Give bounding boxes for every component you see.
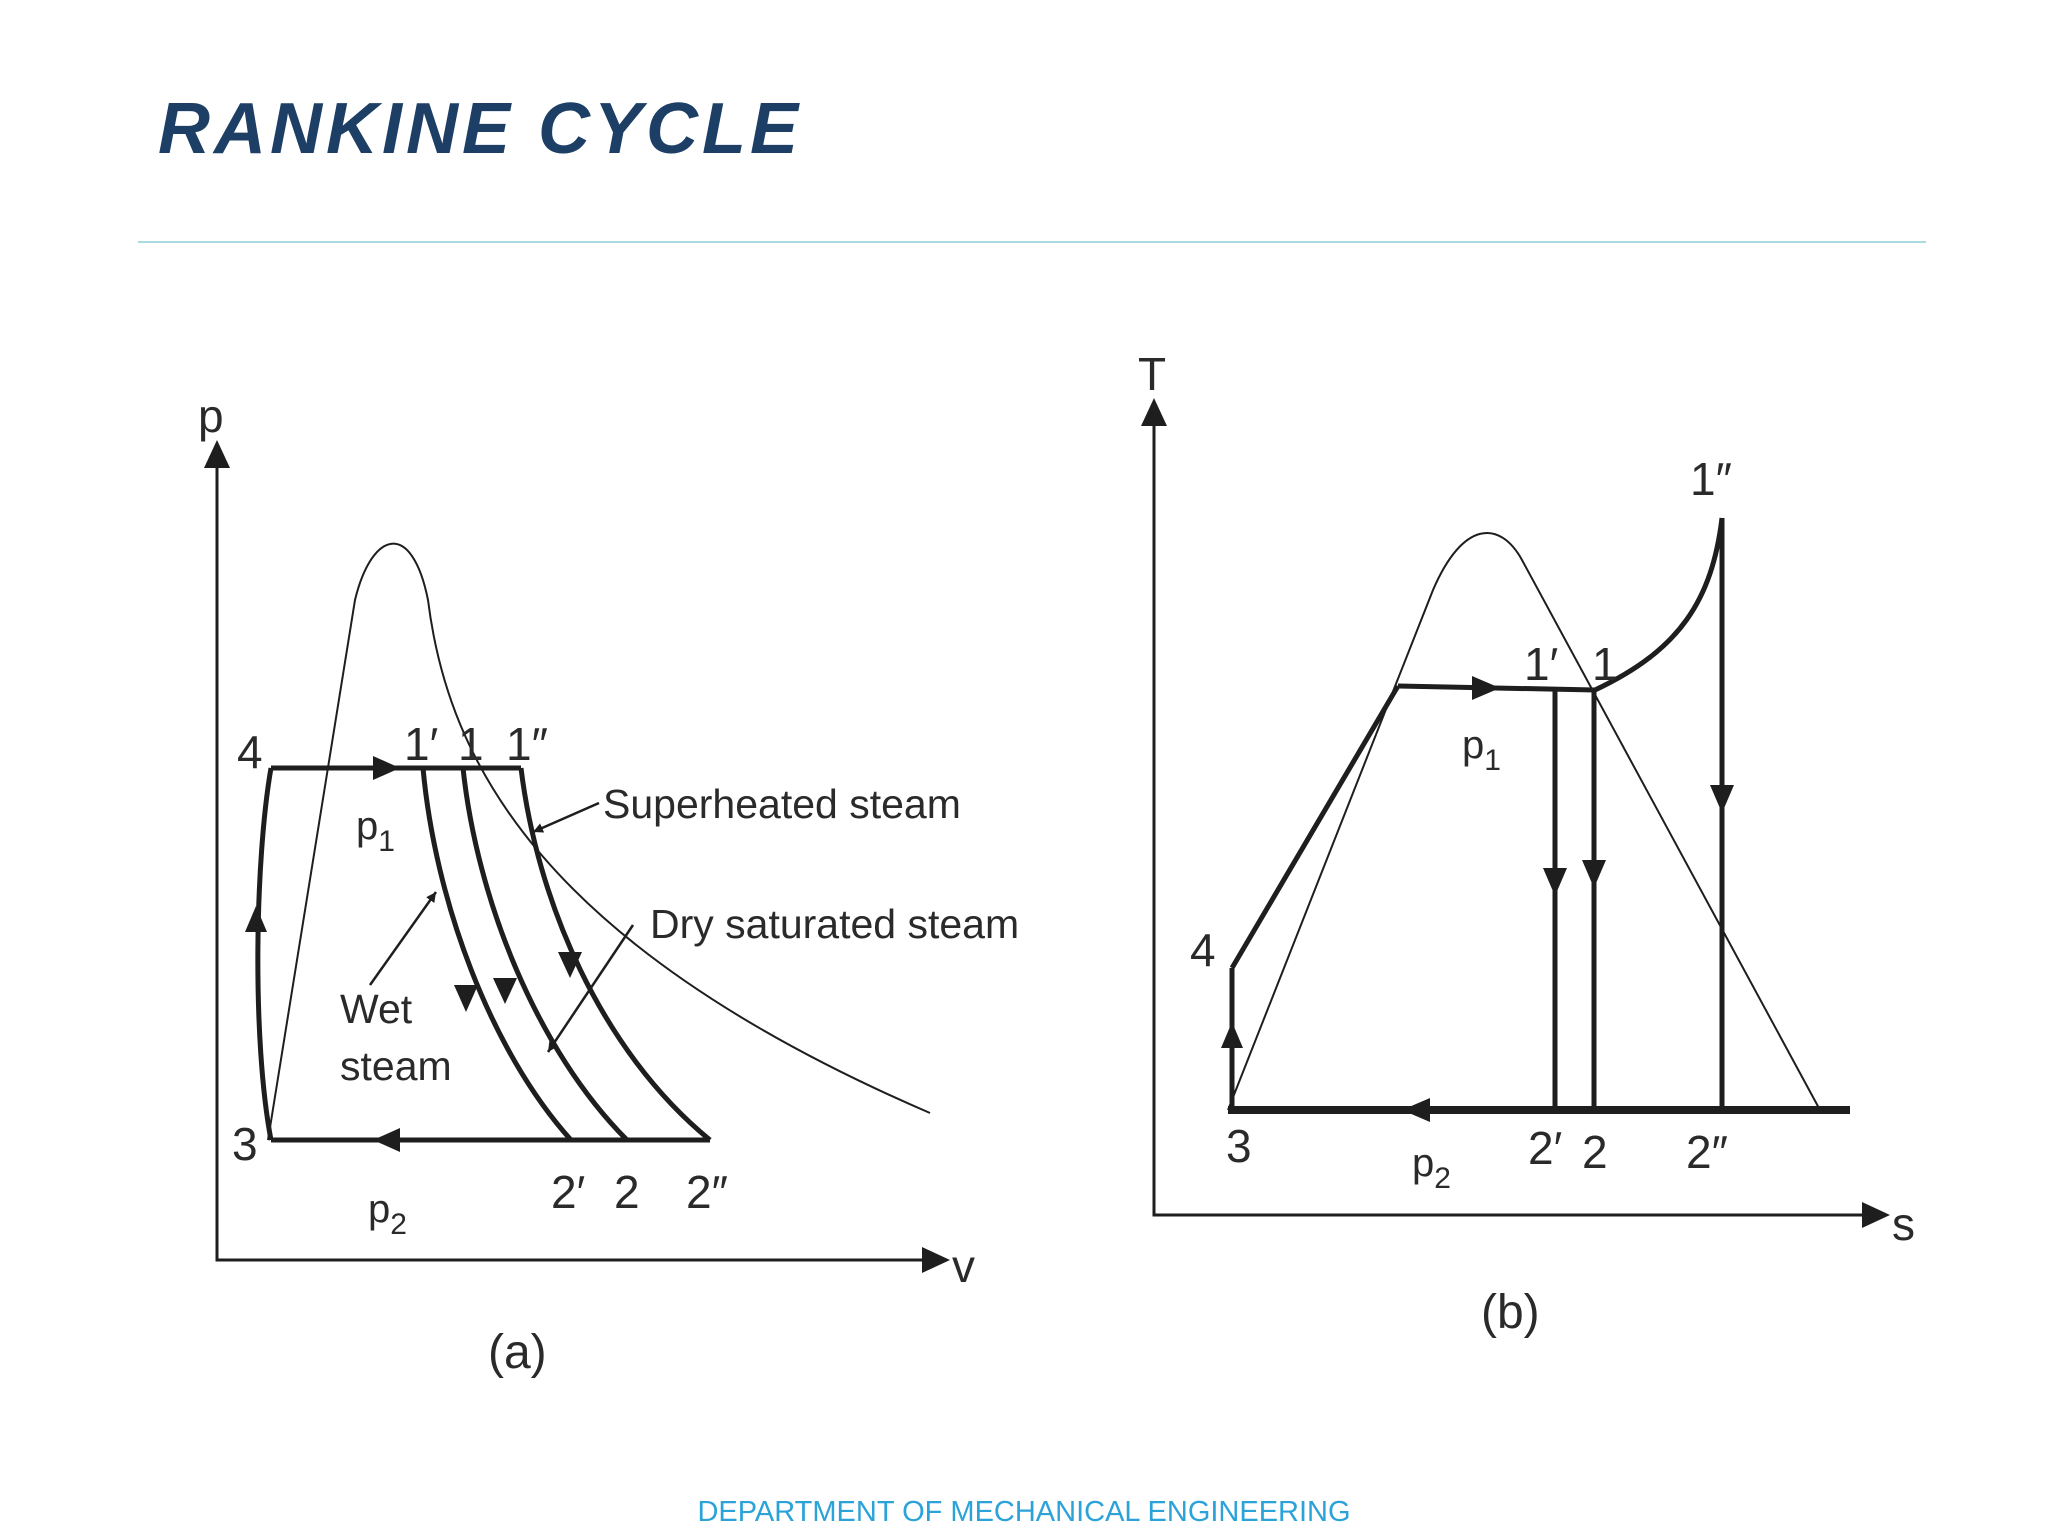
pv-expansion-wet (420, 767, 573, 1142)
pv-saturation-dome (267, 542, 931, 1141)
pv-label-wet-1: Wet (340, 986, 413, 1032)
pv-x-arrowhead (922, 1247, 950, 1273)
pv-arrow-c2 (493, 978, 517, 1004)
ts-arrow-up (1221, 1022, 1243, 1048)
pv-x-label: v (952, 1240, 975, 1292)
pv-state-2-double-prime: 2″ (686, 1166, 728, 1218)
pv-pressure-p1: p1 (356, 804, 395, 858)
pv-arrow-c1 (454, 985, 478, 1012)
ts-state-2-double-prime: 2″ (1686, 1126, 1728, 1178)
slide-title: RANKINE CYCLE (158, 89, 803, 169)
pv-line-3-4 (255, 767, 274, 1141)
ts-arrow-left (1402, 1098, 1430, 1122)
title-divider (138, 241, 1926, 243)
pv-expansion-dry (460, 767, 629, 1142)
ts-arrow-down-3 (1710, 785, 1734, 813)
pv-pointer-wet (368, 891, 438, 986)
pv-state-2-prime: 2′ (551, 1166, 585, 1218)
ts-line-4-1prime (1229, 684, 1401, 970)
ts-x-arrowhead (1862, 1202, 1890, 1228)
ts-pressure-p2: p2 (1412, 1141, 1451, 1195)
pv-label-dry: Dry saturated steam (650, 901, 1019, 947)
pv-state-2: 2 (614, 1166, 640, 1218)
pv-label-wet-2: steam (340, 1043, 452, 1089)
pv-pressure-p2: p2 (368, 1187, 407, 1241)
ts-state-1: 1 (1592, 638, 1618, 690)
ts-x-label: s (1892, 1198, 1915, 1250)
pv-label-superheated: Superheated steam (603, 781, 961, 827)
ts-state-4: 4 (1190, 924, 1216, 976)
pv-state-3: 3 (232, 1118, 258, 1170)
pv-y-label: p (198, 390, 224, 442)
pv-state-1-prime: 1′ (404, 718, 438, 770)
footer-department: DEPARTMENT OF MECHANICAL ENGINEERING (697, 1496, 1351, 1528)
ts-arrow-right (1472, 676, 1500, 700)
ts-saturation-dome (1227, 532, 1821, 1111)
pv-arrow-left (245, 906, 267, 932)
ts-diagram: T s 1″ 1′ 1 4 3 2′ 2 2″ p1 p2 (b) (1138, 348, 1915, 1339)
pv-arrow-c3 (558, 952, 582, 978)
ts-y-arrowhead (1141, 398, 1167, 426)
ts-arrow-down-2 (1582, 860, 1606, 888)
ts-y-label: T (1138, 348, 1166, 400)
ts-arrow-down-1 (1543, 868, 1567, 896)
ts-state-1-prime: 1′ (1524, 638, 1558, 690)
pv-y-arrowhead (204, 440, 230, 468)
pv-pointer-superheated (532, 801, 600, 834)
ts-state-2: 2 (1582, 1126, 1608, 1178)
ts-state-3: 3 (1226, 1120, 1252, 1172)
pv-pointer-dry (546, 924, 635, 1053)
pv-expansion-superheated (518, 767, 712, 1142)
ts-pressure-p1: p1 (1462, 723, 1501, 777)
pv-arrow-top (373, 756, 400, 780)
ts-superheat-curve (1593, 517, 1725, 693)
ts-state-1-double-prime: 1″ (1690, 453, 1732, 505)
pv-diagram: p v 4 1′ 1 1″ 3 2′ 2 2″ p1 p2 Superheate… (198, 390, 1019, 1379)
pv-caption: (a) (488, 1326, 547, 1379)
ts-caption: (b) (1481, 1286, 1540, 1339)
pv-axes (215, 445, 935, 1262)
pv-state-1: 1 (458, 718, 484, 770)
ts-axes (1152, 420, 1875, 1217)
pv-arrow-bottom (373, 1128, 400, 1152)
pv-state-4: 4 (237, 726, 263, 778)
pv-state-1-double-prime: 1″ (506, 718, 548, 770)
ts-state-2-prime: 2′ (1528, 1122, 1562, 1174)
